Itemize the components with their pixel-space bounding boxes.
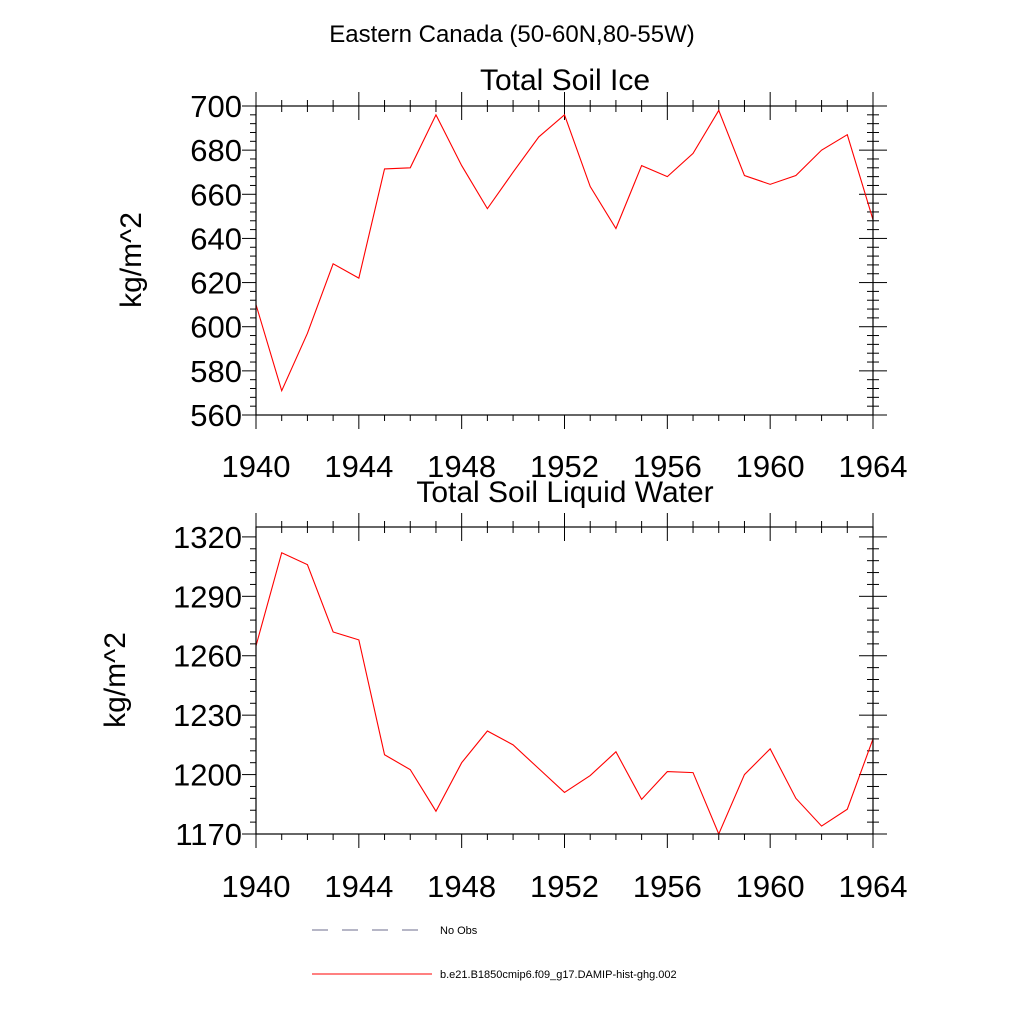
y-tick-label: 600 bbox=[190, 310, 242, 345]
y-tick-label: 640 bbox=[190, 221, 242, 256]
y-axis-label: kg/m^2 bbox=[115, 212, 148, 308]
legend: No Obs b.e21.B1850cmip6.f09_g17.DAMIP-hi… bbox=[312, 925, 677, 981]
plot-frame bbox=[255, 526, 874, 835]
y-tick-label: 1320 bbox=[173, 520, 242, 555]
chart-panel-soil-ice: Total Soil Ice kg/m^2 1940 1944 1948 1952 19… bbox=[115, 64, 907, 484]
x-tick-label: 1948 bbox=[427, 869, 496, 904]
chart-title: Total Soil Ice bbox=[480, 64, 650, 97]
chart-title: Total Soil Liquid Water bbox=[416, 476, 713, 509]
x-tick-label: 1956 bbox=[633, 449, 702, 484]
y-axis-label: kg/m^2 bbox=[99, 632, 132, 728]
y-tick-label: 560 bbox=[190, 398, 242, 433]
y-tick-label: 1260 bbox=[173, 639, 242, 674]
y-tick-label: 680 bbox=[190, 133, 242, 168]
x-tick-label: 1944 bbox=[324, 449, 393, 484]
x-tick-label: 1964 bbox=[839, 449, 908, 484]
x-tick-label: 1952 bbox=[530, 869, 599, 904]
x-tick-label: 1952 bbox=[530, 449, 599, 484]
y-tick-label: 620 bbox=[190, 266, 242, 301]
y-tick-label: 1170 bbox=[175, 817, 242, 852]
y-tick-label: 700 bbox=[190, 89, 242, 124]
legend-label-no-obs: No Obs bbox=[440, 925, 478, 937]
x-tick-label: 1944 bbox=[324, 869, 393, 904]
chart-panel-soil-liquid-water: Total Soil Liquid Water kg/m^2 1940 1944 1… bbox=[99, 476, 907, 904]
y-tick-label: 1290 bbox=[173, 579, 242, 614]
y-tick-label: 1200 bbox=[173, 758, 242, 793]
legend-label-model: b.e21.B1850cmip6.f09_g17.DAMIP-hist-ghg.… bbox=[440, 969, 677, 981]
x-tick-label: 1960 bbox=[736, 869, 805, 904]
y-tick-label: 660 bbox=[190, 177, 242, 212]
x-tick-label: 1960 bbox=[736, 449, 805, 484]
series-line-0 bbox=[255, 551, 874, 836]
y-tick-label: 1230 bbox=[173, 698, 242, 733]
x-tick-label: 1940 bbox=[222, 869, 291, 904]
x-tick-label: 1940 bbox=[222, 449, 291, 484]
y-tick-label: 580 bbox=[190, 354, 242, 389]
series-line-0 bbox=[255, 109, 874, 393]
x-tick-label: 1964 bbox=[839, 869, 908, 904]
x-tick-label: 1948 bbox=[427, 449, 496, 484]
figure-title: Eastern Canada (50-60N,80-55W) bbox=[329, 21, 695, 48]
plot-frame bbox=[255, 105, 874, 416]
x-tick-label: 1956 bbox=[633, 869, 702, 904]
